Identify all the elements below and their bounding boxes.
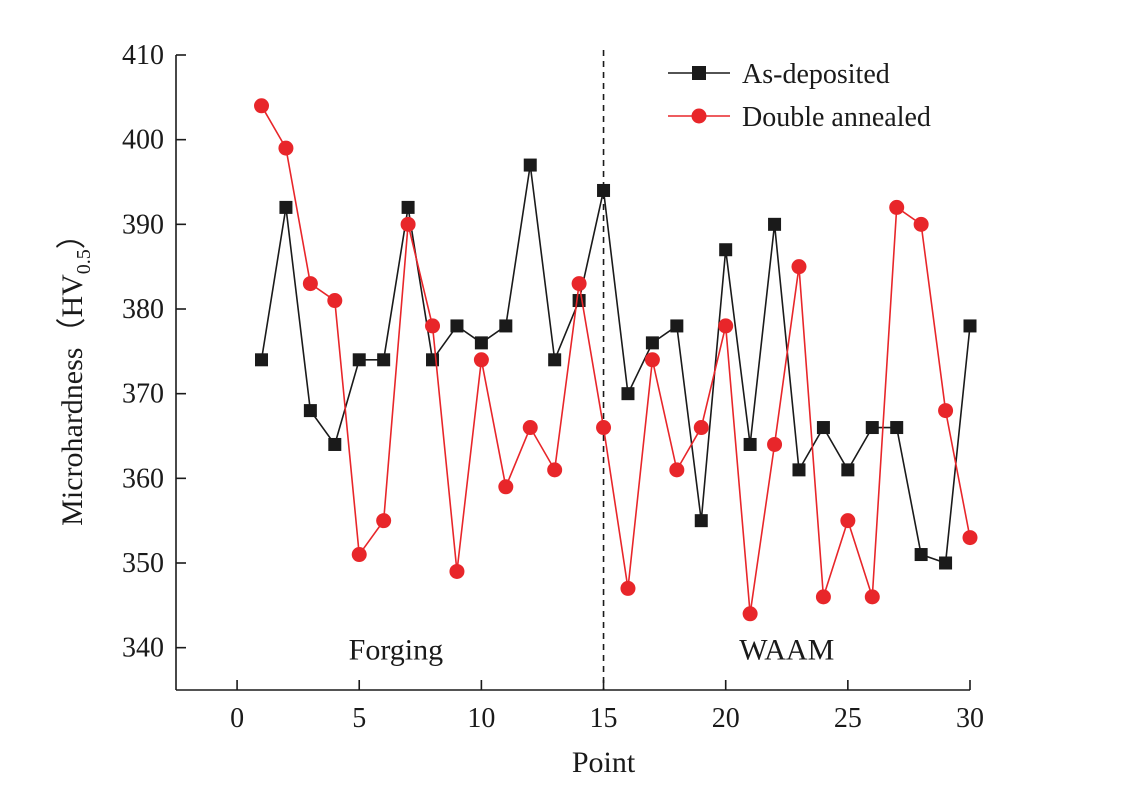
x-axis-ticks: 0 5 10 15 20 25 30 — [230, 680, 984, 734]
data-point — [815, 589, 831, 605]
x-tick-label: 20 — [712, 703, 740, 734]
data-point — [864, 589, 880, 605]
data-point — [963, 319, 977, 333]
x-tick-label: 5 — [352, 703, 366, 734]
y-tick-label: 380 — [122, 294, 164, 325]
legend-marker-circle — [691, 108, 707, 124]
x-tick-label: 0 — [230, 703, 244, 734]
data-point — [401, 200, 415, 214]
region-label-forging: Forging — [349, 634, 443, 667]
data-point — [571, 276, 587, 292]
data-point — [303, 404, 317, 418]
data-point — [841, 463, 855, 477]
y-tick-label: 360 — [122, 463, 164, 494]
legend-label-as-deposited: As-deposited — [742, 59, 890, 90]
plot-frame — [175, 55, 970, 691]
y-tick-label: 400 — [122, 125, 164, 156]
data-point — [302, 276, 318, 292]
x-tick-label: 30 — [956, 703, 984, 734]
data-point — [620, 580, 636, 596]
data-point — [278, 140, 294, 156]
legend: As-deposited Double annealed — [668, 59, 931, 133]
data-point — [718, 318, 734, 334]
x-tick-label: 10 — [467, 703, 495, 734]
x-axis-title: Point — [572, 746, 636, 779]
data-point — [621, 387, 635, 401]
series-layer — [254, 98, 978, 622]
y-axis-ticks: 340 350 360 370 380 390 400 410 — [122, 40, 186, 664]
data-point — [499, 319, 513, 333]
series-as-deposited — [255, 158, 977, 570]
data-point — [596, 420, 612, 436]
data-point — [865, 421, 879, 435]
data-point — [547, 462, 563, 478]
data-point — [719, 243, 733, 257]
data-point — [938, 403, 954, 419]
data-point — [328, 437, 342, 451]
data-point — [279, 200, 293, 214]
legend-item-as-deposited: As-deposited — [668, 59, 890, 90]
data-point — [327, 293, 343, 309]
y-tick-label: 390 — [122, 209, 164, 240]
y-tick-label: 370 — [122, 379, 164, 410]
data-point — [254, 98, 270, 114]
y-tick-label: 410 — [122, 40, 164, 71]
data-point — [572, 294, 586, 308]
data-point — [913, 216, 929, 232]
data-point — [767, 436, 783, 452]
data-point — [474, 336, 488, 350]
data-point — [768, 217, 782, 231]
series-double-annealed — [254, 98, 978, 622]
y-tick-label: 350 — [122, 548, 164, 579]
data-point — [523, 158, 537, 172]
data-point — [889, 199, 905, 215]
y-axis-title: Microhardness（HV0.5） — [56, 219, 95, 526]
legend-marker-square — [692, 66, 706, 80]
data-point — [597, 183, 611, 197]
data-point — [840, 513, 856, 529]
data-point — [791, 259, 807, 275]
y-axis-title-subscript: 0.5 — [73, 249, 95, 274]
data-point — [962, 530, 978, 546]
data-point — [792, 463, 806, 477]
legend-item-double-annealed: Double annealed — [668, 102, 931, 133]
data-point — [377, 353, 391, 367]
data-point — [473, 352, 489, 368]
data-point — [400, 216, 416, 232]
y-axis-title-main: Microhardness（HV — [56, 274, 89, 526]
data-point — [255, 353, 269, 367]
region-label-waam: WAAM — [739, 634, 834, 667]
data-point — [693, 420, 709, 436]
data-point — [498, 479, 514, 495]
data-point — [351, 547, 367, 563]
data-point — [449, 563, 465, 579]
data-point — [890, 421, 904, 435]
data-point — [816, 421, 830, 435]
y-axis-title-close: ） — [56, 219, 89, 249]
data-point — [645, 336, 659, 350]
data-point — [352, 353, 366, 367]
y-tick-label: 340 — [122, 633, 164, 664]
data-point — [425, 318, 441, 334]
legend-label-double-annealed: Double annealed — [742, 102, 931, 133]
data-point — [742, 606, 758, 622]
data-point — [939, 556, 953, 570]
data-point — [522, 420, 538, 436]
data-point — [376, 513, 392, 529]
x-tick-label: 25 — [834, 703, 862, 734]
data-point — [669, 462, 685, 478]
data-point — [914, 548, 928, 562]
data-point — [694, 514, 708, 528]
x-tick-label: 15 — [590, 703, 618, 734]
data-point — [670, 319, 684, 333]
data-point — [548, 353, 562, 367]
data-point — [743, 437, 757, 451]
data-point — [644, 352, 660, 368]
data-point — [450, 319, 464, 333]
